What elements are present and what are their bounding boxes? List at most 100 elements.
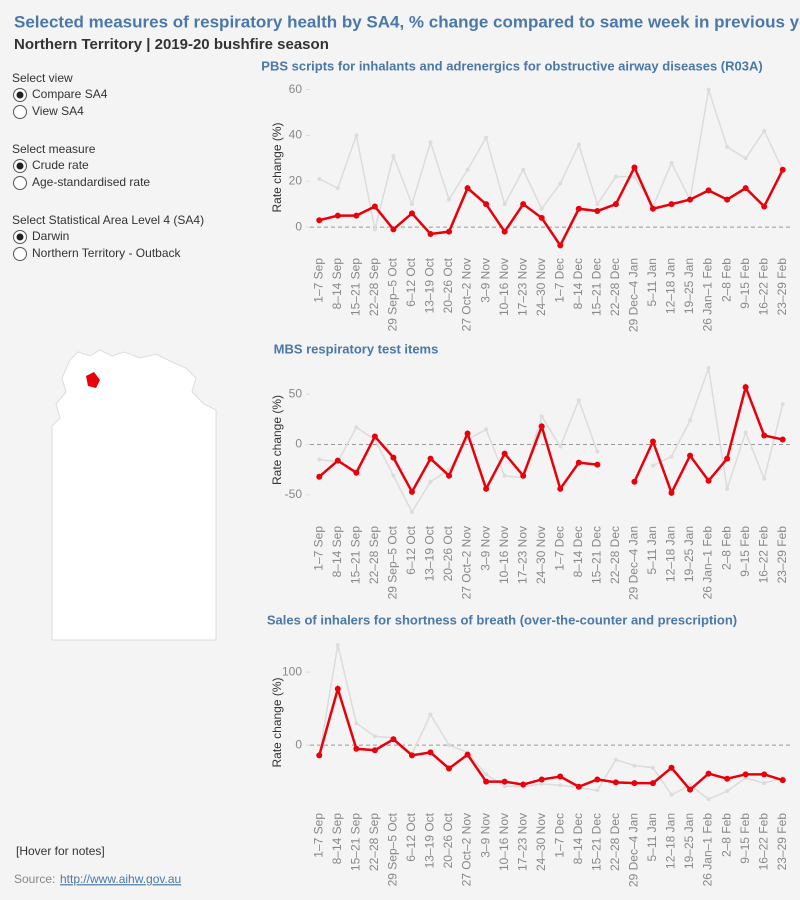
data-point[interactable] <box>446 472 453 479</box>
data-point[interactable] <box>576 142 581 147</box>
data-point[interactable] <box>372 734 377 739</box>
data-point[interactable] <box>354 133 359 138</box>
data-point[interactable] <box>595 449 600 454</box>
data-point[interactable] <box>612 201 619 208</box>
data-point[interactable] <box>725 144 730 149</box>
data-point[interactable] <box>761 432 768 439</box>
data-point[interactable] <box>408 210 415 217</box>
data-point[interactable] <box>669 454 674 459</box>
data-point[interactable] <box>390 226 397 233</box>
data-point[interactable] <box>447 197 452 202</box>
data-point[interactable] <box>317 457 322 462</box>
data-point[interactable] <box>742 185 749 192</box>
data-point[interactable] <box>631 164 638 171</box>
data-point[interactable] <box>335 643 340 648</box>
data-point[interactable] <box>632 174 637 179</box>
data-point[interactable] <box>538 214 545 221</box>
data-point[interactable] <box>354 721 359 726</box>
data-point[interactable] <box>501 450 508 457</box>
data-point[interactable] <box>316 473 323 480</box>
data-point[interactable] <box>594 776 601 783</box>
data-point[interactable] <box>687 452 694 459</box>
data-point[interactable] <box>447 743 452 748</box>
data-point[interactable] <box>484 772 489 777</box>
data-point[interactable] <box>631 780 638 787</box>
data-point[interactable] <box>650 765 655 770</box>
data-point[interactable] <box>649 780 656 787</box>
data-point[interactable] <box>668 201 675 208</box>
data-point[interactable] <box>557 242 564 249</box>
data-point[interactable] <box>557 773 564 780</box>
data-point[interactable] <box>334 685 341 692</box>
data-point[interactable] <box>520 781 527 788</box>
data-point[interactable] <box>538 423 545 430</box>
radio-button[interactable] <box>13 105 27 119</box>
radio-label[interactable]: Crude rate <box>32 158 89 172</box>
data-point[interactable] <box>742 384 749 391</box>
data-point[interactable] <box>706 797 711 802</box>
data-point[interactable] <box>595 788 600 793</box>
data-point[interactable] <box>688 418 693 423</box>
radio-label[interactable]: View SA4 <box>32 104 84 118</box>
data-point[interactable] <box>595 202 600 207</box>
data-point[interactable] <box>669 792 674 797</box>
data-point[interactable] <box>576 398 581 403</box>
data-point[interactable] <box>575 459 582 466</box>
data-point[interactable] <box>706 87 711 92</box>
data-point[interactable] <box>427 230 434 237</box>
data-point[interactable] <box>668 489 675 496</box>
data-point[interactable] <box>502 784 507 789</box>
radio-label[interactable]: Compare SA4 <box>32 87 108 101</box>
data-point[interactable] <box>649 438 656 445</box>
data-point[interactable] <box>391 154 396 159</box>
data-point[interactable] <box>762 476 767 481</box>
data-point[interactable] <box>538 776 545 783</box>
data-point[interactable] <box>705 477 712 484</box>
data-point[interactable] <box>742 771 749 778</box>
data-point[interactable] <box>780 402 785 407</box>
data-point[interactable] <box>705 187 712 194</box>
data-point[interactable] <box>371 747 378 754</box>
data-point[interactable] <box>483 778 490 785</box>
data-point[interactable] <box>391 473 396 478</box>
map-region[interactable] <box>51 349 217 641</box>
data-point[interactable] <box>501 778 508 785</box>
data-point[interactable] <box>521 167 526 172</box>
hover-note[interactable]: [Hover for notes] <box>16 844 105 858</box>
data-point[interactable] <box>502 473 507 478</box>
data-point[interactable] <box>743 156 748 161</box>
data-point[interactable] <box>390 736 397 743</box>
data-point[interactable] <box>334 212 341 219</box>
data-point[interactable] <box>427 455 434 462</box>
data-point[interactable] <box>594 461 601 468</box>
data-point[interactable] <box>409 202 414 207</box>
data-point[interactable] <box>539 781 544 786</box>
data-point[interactable] <box>558 783 563 788</box>
data-point[interactable] <box>724 196 731 203</box>
data-point[interactable] <box>575 205 582 212</box>
data-point[interactable] <box>409 509 414 514</box>
data-point[interactable] <box>520 472 527 479</box>
data-point[interactable] <box>650 463 655 468</box>
data-point[interactable] <box>464 430 471 437</box>
data-point[interactable] <box>354 425 359 430</box>
data-point[interactable] <box>408 488 415 495</box>
data-point[interactable] <box>317 176 322 181</box>
data-point[interactable] <box>612 779 619 786</box>
data-point[interactable] <box>725 789 730 794</box>
data-point[interactable] <box>483 201 490 208</box>
data-point[interactable] <box>557 485 564 492</box>
data-point[interactable] <box>372 227 377 232</box>
data-point[interactable] <box>371 203 378 210</box>
data-point[interactable] <box>465 167 470 172</box>
data-point[interactable] <box>539 206 544 211</box>
data-point[interactable] <box>688 783 693 788</box>
data-point[interactable] <box>762 781 767 786</box>
data-point[interactable] <box>594 208 601 215</box>
data-point[interactable] <box>632 763 637 768</box>
data-point[interactable] <box>353 745 360 752</box>
radio-selected-dot[interactable] <box>16 233 24 241</box>
data-point[interactable] <box>743 430 748 435</box>
data-point[interactable] <box>335 186 340 191</box>
map-selected-area[interactable] <box>86 372 100 388</box>
